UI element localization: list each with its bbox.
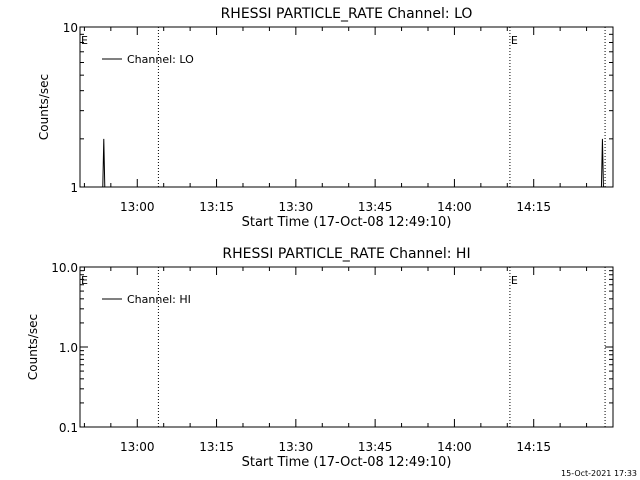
x-axis-label: Start Time (17-Oct-08 12:49:10)	[242, 455, 452, 470]
x-tick-label: 13:15	[199, 200, 234, 214]
legend-label: Channel: LO	[127, 53, 194, 66]
x-tick-label: 13:30	[279, 440, 314, 454]
x-axis-label: Start Time (17-Oct-08 12:49:10)	[242, 215, 452, 230]
y-tick-label: 10	[63, 21, 78, 35]
x-tick-label: 13:45	[358, 440, 393, 454]
event-marker-label: E	[511, 34, 518, 47]
x-tick-label: 13:15	[199, 440, 234, 454]
data-spike	[600, 138, 604, 188]
event-marker-label: E	[81, 34, 88, 47]
y-tick-label: 0.1	[59, 421, 78, 435]
event-marker-label: E	[81, 274, 88, 287]
chart-title: RHESSI PARTICLE_RATE Channel: LO	[221, 6, 473, 22]
chart-panel-0: RHESSI PARTICLE_RATE Channel: LO 13:00 13:…	[37, 6, 614, 230]
y-tick-label: 1	[70, 181, 78, 195]
x-tick-label: 13:00	[120, 440, 155, 454]
legend-label: Channel: HI	[127, 293, 191, 306]
data-spike	[102, 138, 106, 188]
x-tick-label: 14:00	[437, 440, 472, 454]
plot-timestamp: 15-Oct-2021 17:33	[561, 469, 637, 478]
event-marker-label: E	[511, 274, 518, 287]
chart-panel-1: RHESSI PARTICLE_RATE Channel: HI 13:00 13:…	[26, 246, 614, 470]
y-axis-label: Counts/sec	[37, 74, 51, 140]
plot-frame	[79, 266, 614, 428]
y-axis-label: Counts/sec	[26, 314, 40, 380]
chart-title: RHESSI PARTICLE_RATE Channel: HI	[222, 246, 470, 262]
plot-frame	[79, 26, 614, 188]
x-tick-label: 13:45	[358, 200, 393, 214]
y-tick-label: 10.0	[51, 261, 78, 275]
y-tick-label: 1.0	[59, 341, 78, 355]
x-tick-label: 13:00	[120, 200, 155, 214]
x-tick-label: 14:15	[516, 200, 551, 214]
x-tick-label: 14:15	[516, 440, 551, 454]
x-tick-label: 13:30	[279, 200, 314, 214]
x-tick-label: 14:00	[437, 200, 472, 214]
